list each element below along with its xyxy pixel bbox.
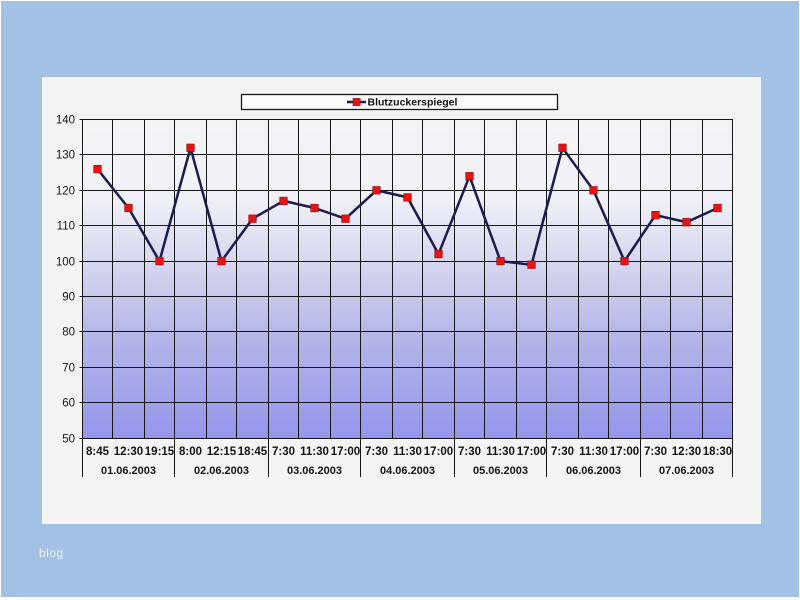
svg-text:05.06.2003: 05.06.2003 xyxy=(473,465,528,477)
svg-text:60: 60 xyxy=(62,398,75,410)
svg-text:11:30: 11:30 xyxy=(579,446,608,458)
svg-text:90: 90 xyxy=(62,292,75,304)
svg-text:80: 80 xyxy=(62,327,75,339)
svg-text:50: 50 xyxy=(62,434,75,446)
svg-text:17:00: 17:00 xyxy=(331,446,360,458)
svg-text:12:30: 12:30 xyxy=(114,446,143,458)
svg-text:11:30: 11:30 xyxy=(393,446,422,458)
svg-text:06.06.2003: 06.06.2003 xyxy=(566,465,621,477)
svg-text:03.06.2003: 03.06.2003 xyxy=(287,465,342,477)
svg-text:02.06.2003: 02.06.2003 xyxy=(194,465,249,477)
svg-text:01.06.2003: 01.06.2003 xyxy=(101,465,156,477)
svg-text:11:30: 11:30 xyxy=(300,446,329,458)
svg-text:7:30: 7:30 xyxy=(551,446,574,458)
svg-text:12:15: 12:15 xyxy=(207,446,237,458)
svg-text:100: 100 xyxy=(56,257,75,269)
svg-text:07.06.2003: 07.06.2003 xyxy=(659,465,714,477)
svg-text:8:00: 8:00 xyxy=(179,446,202,458)
svg-text:7:30: 7:30 xyxy=(365,446,388,458)
svg-text:7:30: 7:30 xyxy=(458,446,481,458)
svg-text:17:00: 17:00 xyxy=(610,446,639,458)
svg-text:18:30: 18:30 xyxy=(703,446,732,458)
svg-text:130: 130 xyxy=(56,150,75,162)
svg-text:140: 140 xyxy=(56,115,75,127)
svg-text:8:45: 8:45 xyxy=(86,446,110,458)
svg-text:120: 120 xyxy=(56,186,75,198)
svg-text:Blutzuckerspiegel: Blutzuckerspiegel xyxy=(368,97,458,109)
svg-text:18:45: 18:45 xyxy=(238,446,268,458)
svg-text:110: 110 xyxy=(57,221,75,233)
svg-text:12:30: 12:30 xyxy=(672,446,701,458)
svg-text:04.06.2003: 04.06.2003 xyxy=(380,465,435,477)
svg-text:11:30: 11:30 xyxy=(486,446,515,458)
svg-text:70: 70 xyxy=(62,363,75,375)
svg-text:19:15: 19:15 xyxy=(145,446,175,458)
svg-text:7:30: 7:30 xyxy=(272,446,295,458)
svg-text:17:00: 17:00 xyxy=(517,446,546,458)
svg-text:17:00: 17:00 xyxy=(424,446,453,458)
svg-text:7:30: 7:30 xyxy=(644,446,667,458)
